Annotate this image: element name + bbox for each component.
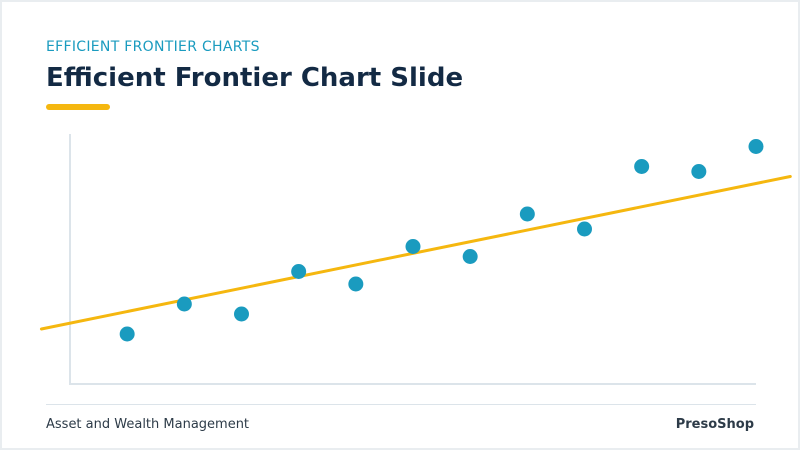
- data-point: [234, 306, 249, 322]
- data-point: [176, 296, 192, 312]
- data-point: [119, 326, 135, 342]
- data-point: [748, 139, 764, 154]
- data-point: [519, 206, 535, 222]
- data-point: [634, 159, 650, 174]
- data-points: [119, 139, 764, 342]
- data-point: [291, 264, 307, 279]
- data-point: [462, 249, 478, 264]
- data-point: [348, 276, 364, 292]
- data-point: [691, 164, 707, 179]
- slide-eyebrow: EFFICIENT FRONTIER CHARTS: [46, 39, 260, 55]
- footer-company: Asset and Wealth Management: [46, 417, 250, 432]
- footer-divider: [46, 404, 756, 405]
- slide-title: Efficient Frontier Chart Slide: [46, 63, 464, 93]
- footer-brand: PresoShop: [675, 417, 754, 432]
- title-accent-bar: [46, 104, 110, 110]
- data-point: [577, 221, 592, 237]
- data-point: [405, 239, 421, 254]
